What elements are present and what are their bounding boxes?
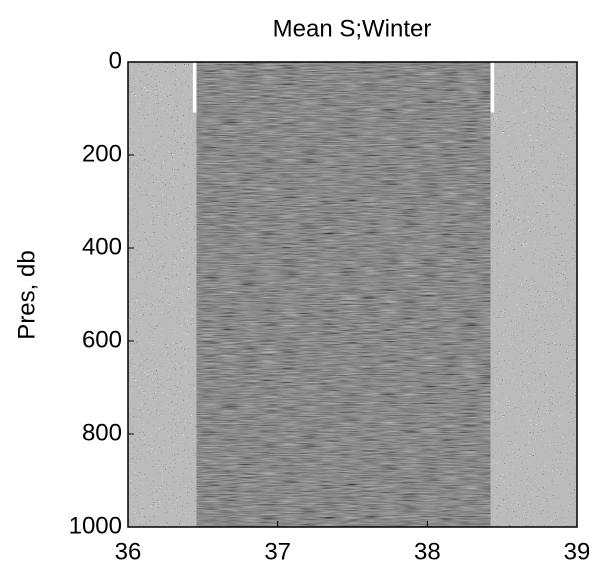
x-tick-label: 37: [264, 538, 291, 565]
y-tick-label: 1000: [69, 512, 122, 539]
y-tick-label: 200: [82, 140, 122, 167]
y-tick-label: 400: [82, 233, 122, 260]
profile-band: [196, 62, 491, 527]
y-tick-label: 800: [82, 419, 122, 446]
y-tick-label: 0: [109, 47, 122, 74]
x-tick-label: 39: [564, 538, 589, 565]
y-axis-label: Pres, db: [13, 250, 40, 339]
y-tick-label: 600: [82, 326, 122, 353]
chart-title: Mean S;Winter: [273, 15, 432, 42]
x-tick-label: 38: [414, 538, 441, 565]
x-tick-label: 36: [115, 538, 142, 565]
plot-frame: [127, 61, 578, 528]
